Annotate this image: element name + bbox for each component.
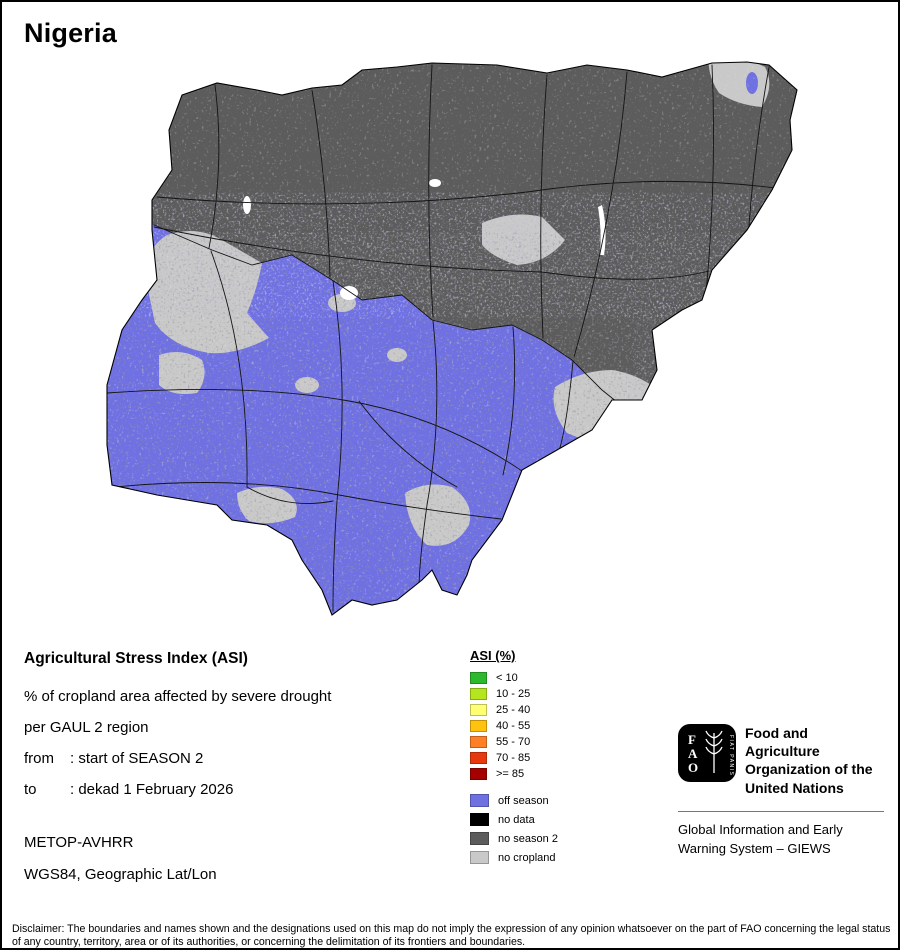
water-gaps: [243, 179, 606, 300]
legend-class-row: 10 - 25: [470, 688, 558, 700]
legend-categories: off season no data no season 2 no cropla…: [470, 794, 558, 864]
from-label: from: [24, 750, 54, 767]
sensor-label: METOP-AVHRR: [24, 834, 134, 851]
period-to: to : dekad 1 February 2026: [24, 781, 331, 798]
legend-class-label: < 10: [496, 672, 518, 684]
legend-swatch: [470, 720, 487, 732]
legend-class-row: >= 85: [470, 768, 558, 780]
legend-title: ASI (%): [470, 648, 516, 663]
asi-heading: Agricultural Stress Index (ASI): [24, 650, 248, 667]
legend-class-row: 25 - 40: [470, 704, 558, 716]
from-value: : start of SEASON 2: [70, 750, 204, 767]
fao-org-name: Food and Agriculture Organization of the…: [745, 725, 873, 796]
legend-swatch: [470, 832, 489, 845]
legend-class-label: 40 - 55: [496, 720, 531, 732]
legend-category-label: no cropland: [498, 851, 556, 864]
legend-swatch: [470, 768, 487, 780]
admin-boundaries: [107, 64, 776, 612]
legend-swatch: [470, 813, 489, 826]
fao-footer: F A O FIAT PANIS Food and Agriculture Or…: [678, 724, 886, 858]
fao-logo-letter-o: O: [688, 760, 698, 775]
raster-speckle: [107, 62, 797, 615]
period-from: from : start of SEASON 2: [24, 750, 331, 767]
fao-logo: F A O FIAT PANIS: [678, 724, 736, 782]
legend-swatch: [470, 736, 487, 748]
to-label: to: [24, 781, 37, 798]
fao-logo-letter-a: A: [688, 746, 698, 761]
legend-class-label: 25 - 40: [496, 704, 531, 716]
legend-category-row: no season 2: [470, 832, 558, 845]
legend-swatch: [470, 704, 487, 716]
country-outline: [106, 61, 798, 616]
map-description: Agricultural Stress Index (ASI) % of cro…: [24, 650, 331, 812]
legend-category-row: no cropland: [470, 851, 558, 864]
legend-class-label: 10 - 25: [496, 688, 531, 700]
to-value: : dekad 1 February 2026: [70, 781, 234, 798]
legend-swatch: [470, 851, 489, 864]
legend-swatch: [470, 752, 487, 764]
legend-category-label: off season: [498, 794, 549, 807]
legend-category-label: no season 2: [498, 832, 558, 845]
fao-logo-motto: FIAT PANIS: [728, 735, 734, 776]
legend-category-row: no data: [470, 813, 558, 826]
description-line2: per GAUL 2 region: [24, 719, 149, 736]
nigeria-map-svg: [106, 61, 798, 616]
legend-category-label: no data: [498, 813, 535, 826]
map-metadata: METOP-AVHRR WGS84, Geographic Lat/Lon: [24, 834, 217, 898]
legend-class-label: 55 - 70: [496, 736, 531, 748]
projection-label: WGS84, Geographic Lat/Lon: [24, 866, 217, 883]
legend-swatch: [470, 688, 487, 700]
fao-logo-letter-f: F: [688, 732, 696, 747]
page-title: Nigeria: [24, 18, 117, 48]
legend: ASI (%) < 10 10 - 25 25 - 40 40 - 55 55 …: [470, 648, 558, 870]
description-line1: % of cropland area affected by severe dr…: [24, 688, 332, 705]
legend-class-row: 55 - 70: [470, 736, 558, 748]
legend-swatch: [470, 794, 489, 807]
nigeria-asi-map: [97, 54, 802, 626]
legend-swatch: [470, 672, 487, 684]
footer-divider: [678, 810, 884, 812]
legend-category-row: off season: [470, 794, 558, 807]
giews-label: Global Information and Early Warning Sys…: [678, 821, 843, 856]
legend-class-label: >= 85: [496, 768, 525, 780]
legend-class-row: 40 - 55: [470, 720, 558, 732]
disclaimer-text: Disclaimer: The boundaries and names sho…: [12, 923, 891, 948]
legend-class-row: < 10: [470, 672, 558, 684]
legend-class-row: 70 - 85: [470, 752, 558, 764]
legend-class-label: 70 - 85: [496, 752, 531, 764]
